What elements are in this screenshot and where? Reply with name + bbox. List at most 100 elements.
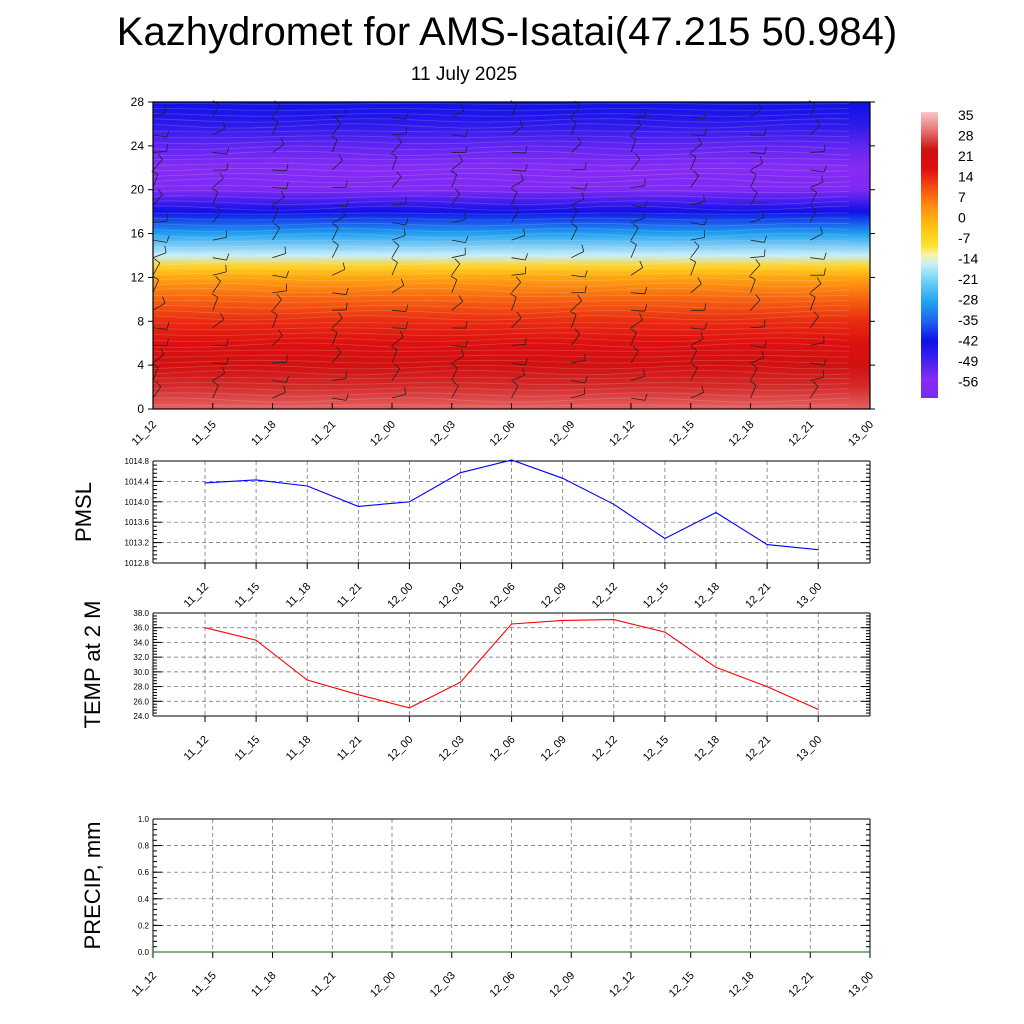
x-tick-label: 12_21: [743, 581, 773, 611]
x-tick-label: 13_00: [846, 419, 876, 449]
wind-barb-flag: [761, 351, 764, 359]
wind-barb: [630, 350, 639, 364]
wind-barb-flag: [584, 162, 587, 170]
contour-line: [152, 369, 850, 376]
x-tick-label: 12_15: [667, 970, 697, 1000]
wind-barb: [690, 246, 700, 258]
wind-barb: [152, 174, 159, 188]
contour-line: [152, 250, 850, 254]
contour-line: [152, 337, 850, 342]
wind-barb-flag: [693, 170, 699, 177]
y-tick-label: 16: [131, 227, 145, 241]
wind-barb: [511, 104, 518, 118]
x-tick-label: 12_12: [590, 581, 620, 611]
wind-barb: [152, 262, 161, 276]
x-tick-label: 13_00: [794, 734, 824, 764]
wind-barb: [391, 262, 398, 276]
wind-barb: [152, 367, 159, 381]
wind-barb: [391, 394, 406, 399]
wind-barb: [331, 351, 342, 364]
wind-barb: [332, 216, 345, 223]
contour-line: [152, 349, 850, 352]
wind-barb-flag: [166, 130, 170, 138]
wind-barb-flag: [630, 240, 637, 246]
wind-barb-flag: [644, 393, 648, 401]
x-tick-label: 12_21: [786, 419, 816, 449]
wind-barb: [810, 233, 823, 241]
data-point: [204, 627, 206, 629]
y-axis-label: PRECIP, mm: [80, 822, 105, 950]
wind-barb-flag: [336, 346, 342, 353]
contour-line: [152, 190, 850, 194]
wind-barb: [272, 169, 287, 172]
wind-barb-flag: [524, 253, 528, 261]
wind-barb: [451, 239, 466, 243]
wind-barb-flag: [458, 295, 463, 302]
wind-barb-flag: [577, 294, 582, 302]
wind-barb-flag: [342, 209, 346, 217]
wind-barb-flag: [166, 338, 169, 346]
wind-barb-flag: [278, 329, 283, 336]
wind-barb: [750, 345, 765, 348]
wind-barb: [391, 142, 402, 153]
x-tick-label: 11_18: [284, 734, 314, 764]
wind-barb-flag: [584, 270, 588, 278]
temperature-field: [153, 102, 870, 409]
y-tick-label: 24.0: [133, 712, 149, 721]
contour-line: [152, 359, 850, 364]
data-point: [152, 951, 154, 953]
data-point: [869, 951, 871, 953]
wind-barb-flag: [222, 121, 226, 129]
x-tick-label: 12_18: [692, 581, 722, 611]
wind-barb: [391, 336, 404, 346]
contour-line: [152, 140, 850, 145]
colorbar-label: -21: [958, 271, 978, 287]
contour-line: [152, 212, 850, 215]
wind-barb: [511, 385, 519, 399]
wind-barb: [331, 139, 338, 153]
wind-barb: [451, 345, 466, 348]
wind-barb-flag: [461, 103, 465, 111]
x-tick-label: 12_21: [786, 970, 816, 1000]
wind-barb-flag: [330, 328, 338, 333]
wind-barb: [212, 237, 227, 241]
wind-barb-flag: [405, 112, 409, 120]
wind-barb: [690, 143, 703, 153]
wind-barb: [630, 244, 637, 258]
wind-barb: [272, 314, 278, 329]
wind-barb-flag: [338, 312, 343, 319]
contour-line: [152, 135, 850, 139]
wind-barb-flag: [525, 337, 527, 345]
wind-barb-flag: [390, 345, 398, 351]
wind-barb: [810, 362, 825, 366]
x-tick-label: 12_03: [428, 419, 458, 449]
wind-barb-flag: [226, 338, 229, 346]
wind-barb: [810, 342, 825, 346]
x-tick-label: 11_21: [309, 419, 339, 449]
wind-barb: [212, 297, 219, 311]
wind-barb: [451, 367, 458, 381]
wind-barb: [451, 219, 466, 223]
wind-barb: [391, 156, 398, 171]
wind-barb-flag: [345, 393, 349, 401]
wind-barb: [212, 257, 227, 261]
wind-barb-flag: [211, 188, 218, 193]
wind-barb-flag: [332, 223, 339, 228]
wind-barb: [810, 181, 824, 188]
colorbar-label: -35: [958, 312, 978, 328]
wind-barb-flag: [212, 381, 219, 386]
wind-barb: [152, 302, 166, 311]
wind-barb-flag: [271, 117, 279, 123]
data-point: [511, 623, 513, 625]
wind-barb: [331, 123, 342, 136]
wind-barb: [272, 299, 282, 311]
wind-barb: [331, 332, 338, 346]
wind-barb: [332, 378, 347, 381]
y-tick-label: 0.4: [138, 895, 150, 904]
wind-barb: [630, 309, 646, 312]
contour-line: [152, 382, 850, 386]
wind-barb-flag: [757, 102, 762, 109]
wind-barb: [810, 376, 824, 381]
data-point: [570, 951, 572, 953]
